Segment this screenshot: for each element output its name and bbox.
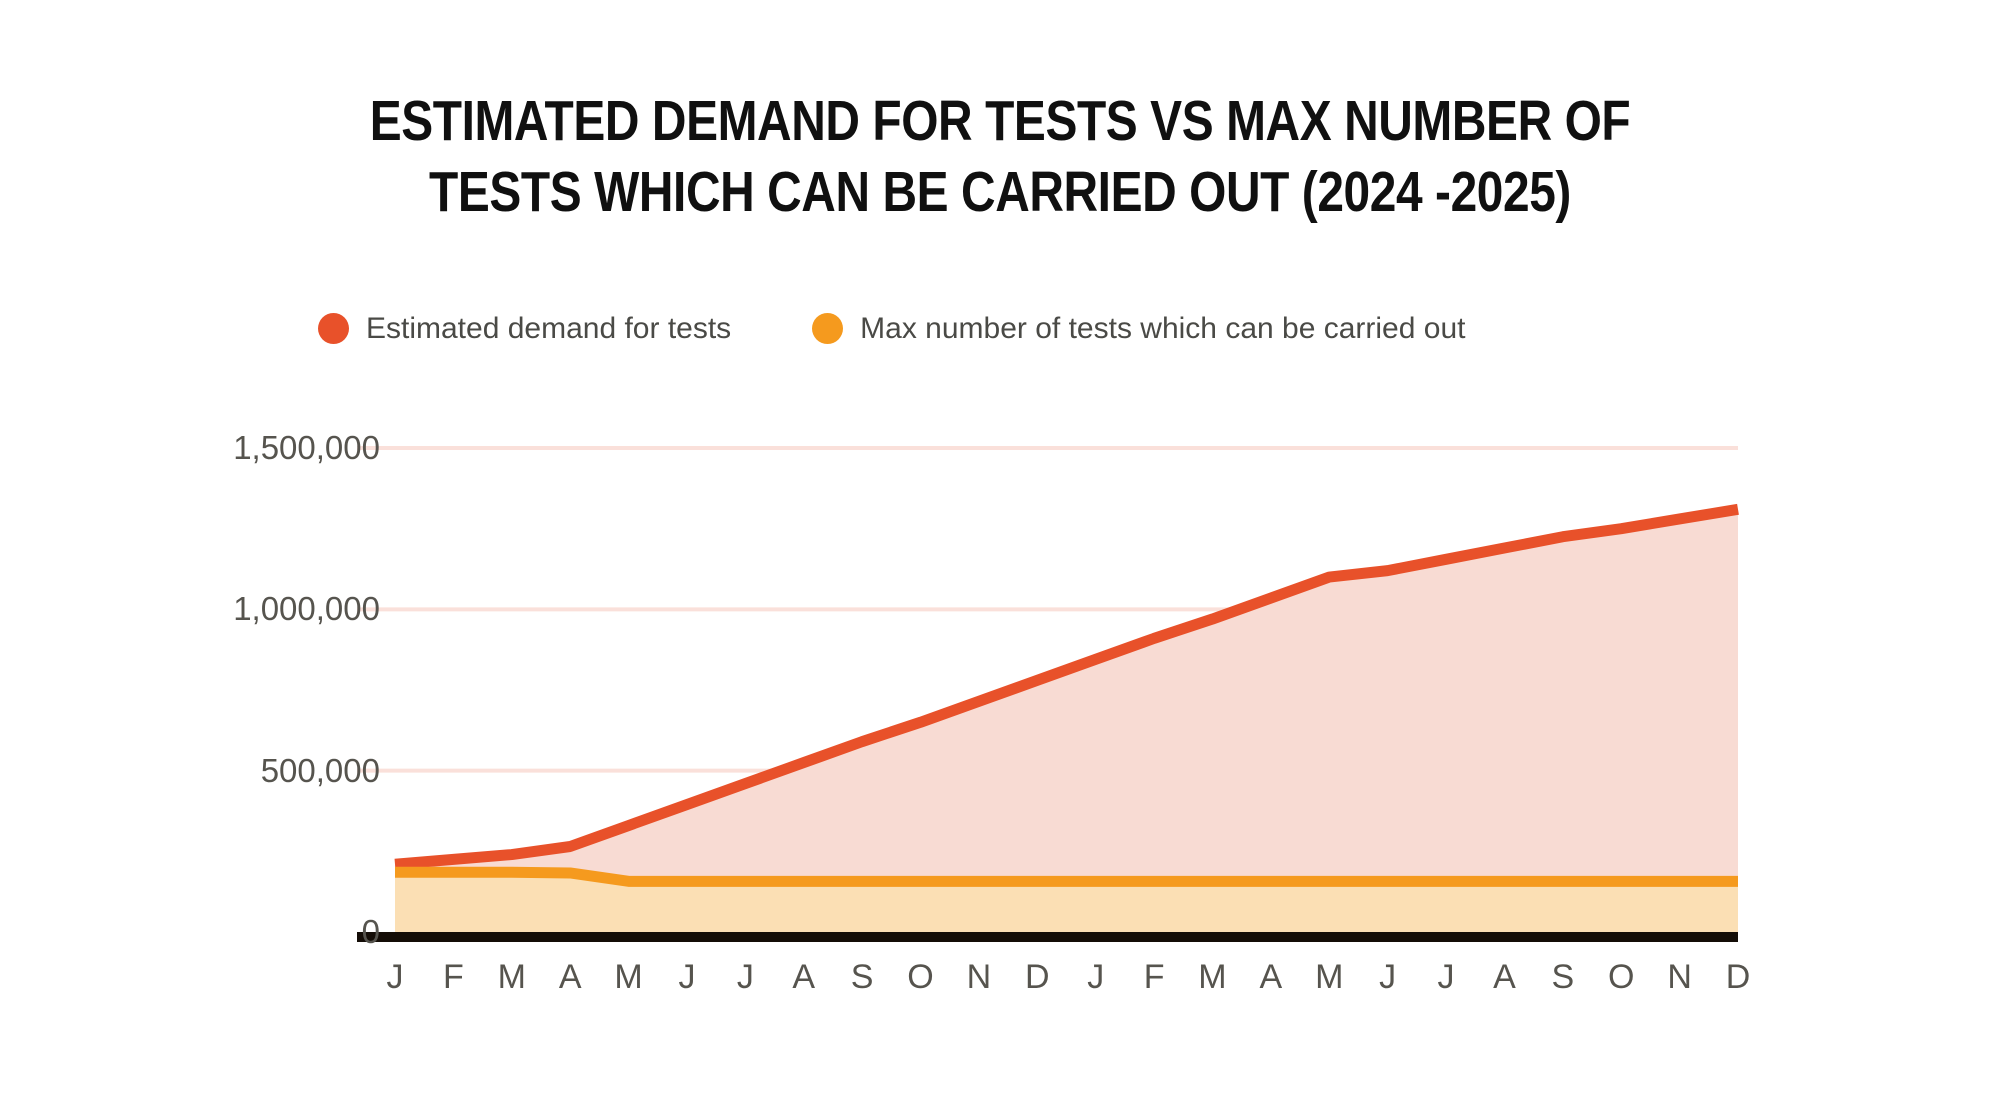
x-axis-tick-label: S [850,958,874,996]
x-axis-tick-label: F [1143,958,1165,996]
x-axis-tick-label: M [1315,958,1344,996]
x-axis-tick-label: A [792,958,816,996]
demand-line [394,503,1739,870]
y-axis-labels: 0 500,000 1,000,000 1,500,000 [110,0,380,1120]
y-axis-tick-label: 500,000 [260,751,380,789]
x-axis-tick-label: O [907,958,934,996]
legend-label-capacity: Max number of tests which can be carried… [860,312,1466,345]
x-axis-tick-label: A [1493,958,1516,996]
y-axis-tick-label: 1,500,000 [233,429,380,466]
x-axis-tick-label: N [966,958,992,996]
legend-label-demand: Estimated demand for tests [366,312,732,345]
x-axis-tick-label: N [1667,958,1692,996]
circle-marker-icon [812,313,844,344]
x-axis-tick-label: J [736,958,754,996]
chart-legend: Estimated demand for tests Max number of… [318,313,1465,344]
x-axis-tick-label: J [1087,958,1105,996]
legend-item-demand[interactable]: Estimated demand for tests [318,313,731,344]
demand-area-fill [395,509,1738,932]
x-axis-tick-label: J [386,958,404,996]
circle-marker-icon [318,313,349,344]
x-axis-tick-label: M [614,958,643,996]
legend-item-capacity[interactable]: Max number of tests which can be carried… [812,313,1465,344]
x-axis-tick-label: D [1725,958,1751,996]
x-axis-tick-label: J [1437,958,1455,996]
x-axis-tick-label: J [1379,958,1397,996]
x-axis-tick-label: M [1198,958,1227,996]
page-title: ESTIMATED DEMAND FOR TESTS VS MAX NUMBER… [369,89,1631,224]
y-axis-tick-label: 0 [361,913,380,950]
capacity-area-fill [395,872,1738,932]
x-axis-tick-label: A [558,958,582,996]
x-axis-tick-label: S [1551,958,1575,996]
x-axis-tick-label: O [1607,958,1635,996]
y-axis-tick-label: 1,000,000 [233,590,380,628]
x-axis-tick-label: D [1025,958,1050,996]
x-axis-tick-label: F [443,958,464,996]
x-axis-tick-label: M [497,958,526,996]
x-axis-tick-label: J [678,958,696,996]
x-axis-tick-label: A [1259,958,1283,996]
capacity-line [395,866,1738,887]
